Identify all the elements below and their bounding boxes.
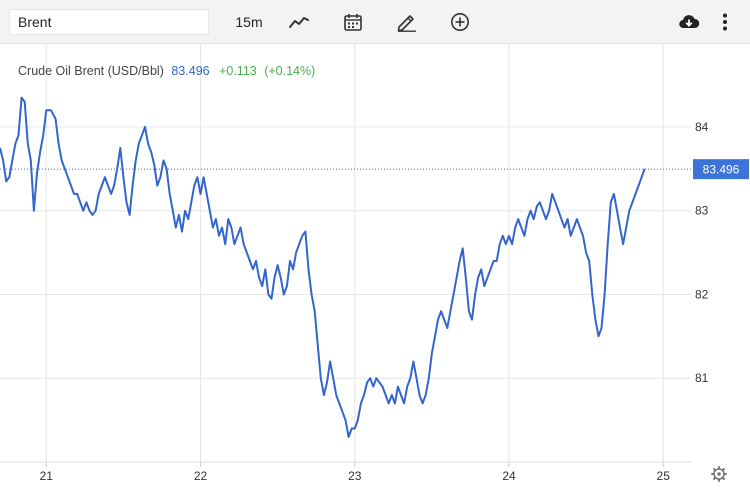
x-tick-label: 25 xyxy=(657,469,671,483)
y-axis: 81 82 83 84 xyxy=(695,120,709,385)
kebab-menu-icon xyxy=(723,13,727,31)
grid xyxy=(0,44,691,462)
date-range-button[interactable] xyxy=(340,10,366,34)
add-indicator-button[interactable] xyxy=(447,10,473,34)
legend-last-value: 83.496 xyxy=(171,64,209,78)
download-button[interactable] xyxy=(676,10,702,34)
legend-change: +0.113 xyxy=(219,64,257,78)
chart-type-button[interactable] xyxy=(286,10,312,34)
last-price-marker: 83.496 xyxy=(0,159,749,180)
calendar-icon xyxy=(344,14,362,31)
draw-button[interactable] xyxy=(393,10,421,34)
interval-button[interactable]: 15m xyxy=(235,14,263,30)
x-tick-label: 24 xyxy=(502,469,516,483)
y-tick-label: 84 xyxy=(695,120,709,134)
line-chart-icon xyxy=(289,17,309,28)
y-tick-label: 81 xyxy=(695,371,709,385)
x-tick-label: 23 xyxy=(348,469,362,483)
x-axis: 21 22 23 24 25 xyxy=(40,462,671,483)
x-tick-label: 21 xyxy=(40,469,54,483)
last-price-label: 83.496 xyxy=(703,163,740,177)
price-line xyxy=(0,96,646,438)
price-chart[interactable]: 21 22 23 24 25 81 82 83 84 83.496 Crude Oil Bre… xyxy=(0,44,750,492)
y-tick-label: 83 xyxy=(695,204,709,218)
chart-settings-button[interactable] xyxy=(711,466,727,482)
cloud-download-icon xyxy=(679,15,700,29)
toolbar: 15m xyxy=(0,0,750,44)
symbol-search-input[interactable] xyxy=(9,9,209,35)
pencil-icon xyxy=(397,15,416,32)
x-tick-label: 22 xyxy=(194,469,208,483)
legend-series-name: Crude Oil Brent (USD/Bbl) xyxy=(18,64,164,78)
legend: Crude Oil Brent (USD/Bbl) 83.496 +0.113 … xyxy=(18,64,315,78)
y-tick-label: 82 xyxy=(695,287,709,301)
plus-circle-icon xyxy=(451,13,469,31)
more-options-button[interactable] xyxy=(713,10,737,34)
price-series xyxy=(0,96,646,438)
last-price-label-bg xyxy=(693,159,749,180)
legend-change-percent: (+0.14%) xyxy=(264,64,315,78)
